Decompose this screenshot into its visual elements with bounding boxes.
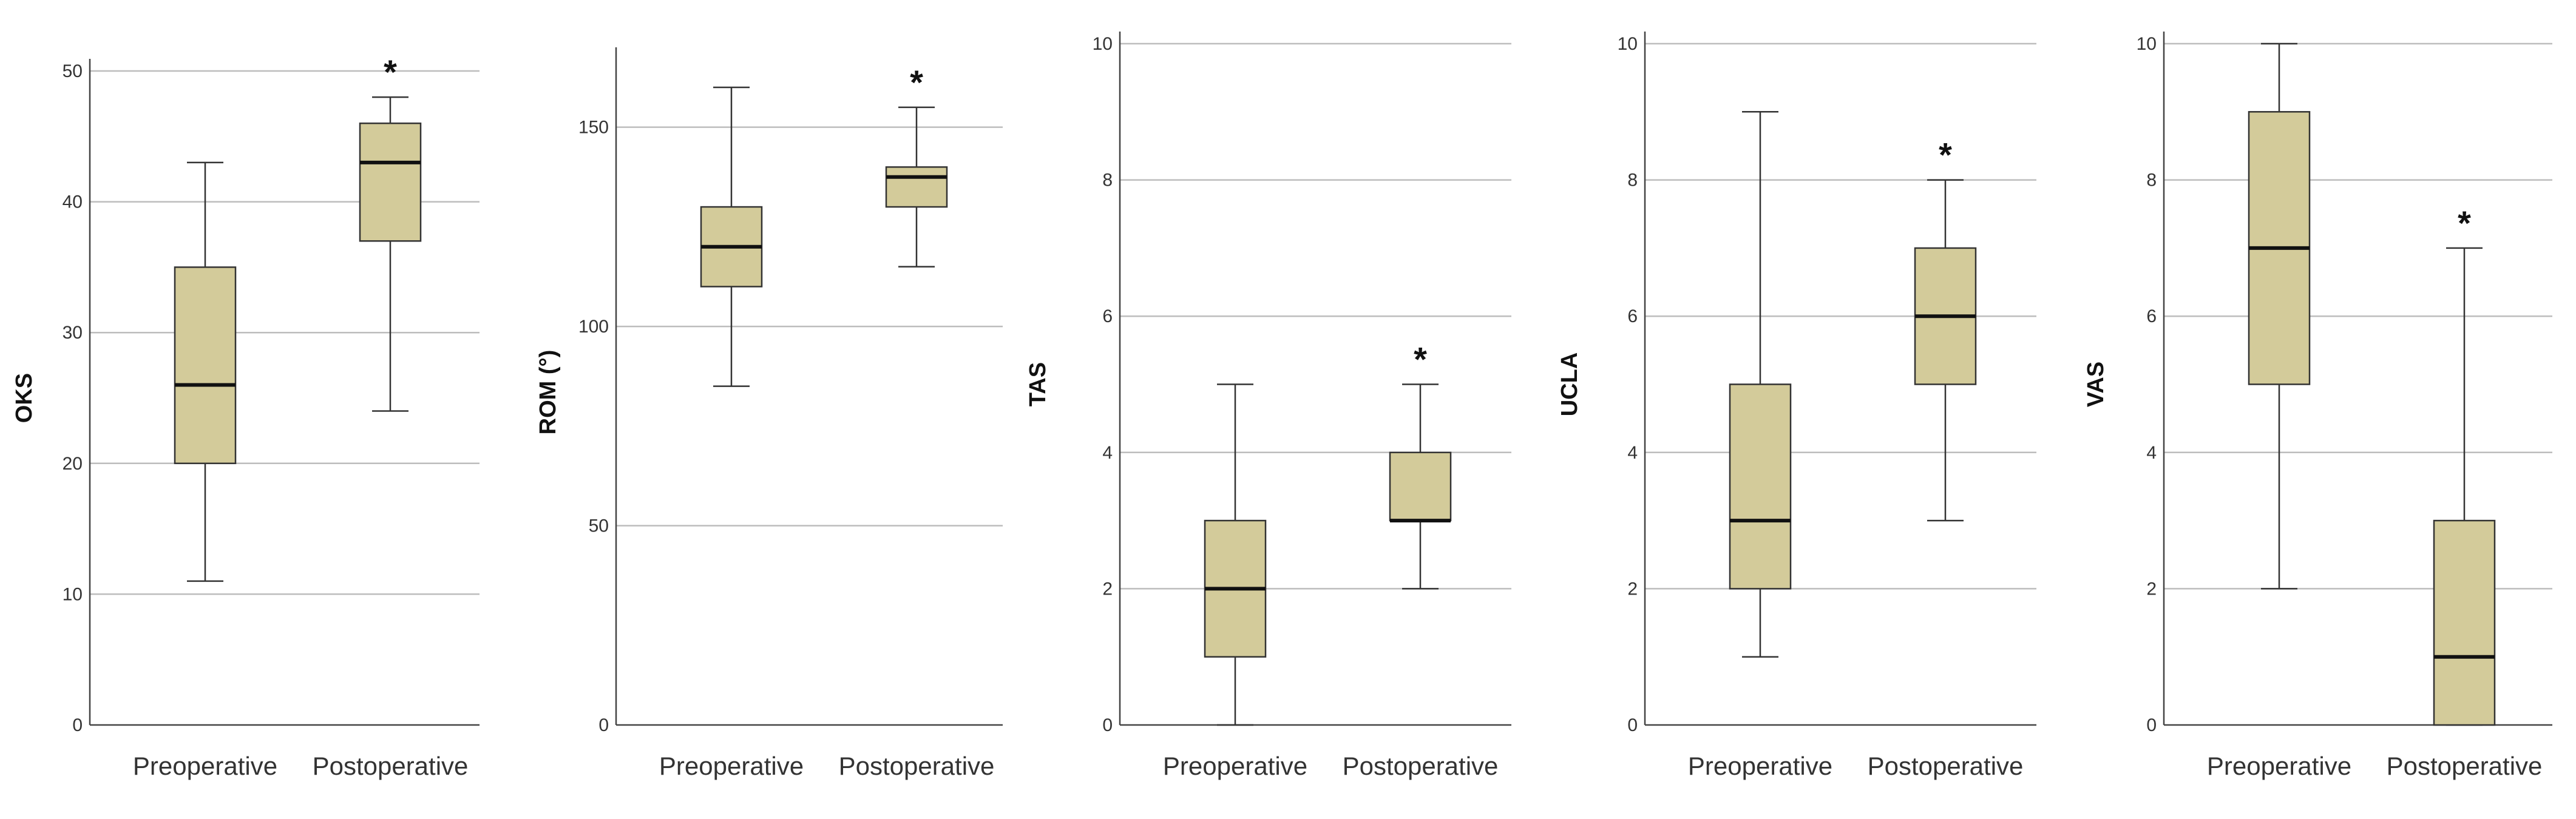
y-tick-label: 2 xyxy=(1627,579,1638,599)
y-axis-label: OKS xyxy=(12,373,37,423)
significance-marker: * xyxy=(384,53,397,91)
iqr-box xyxy=(1729,383,1792,590)
y-tick-label: 10 xyxy=(63,584,83,604)
significance-marker: * xyxy=(1939,136,1952,174)
y-tick-label: 2 xyxy=(2146,579,2157,599)
chart-panel-3: 0 2 4 6 8 10 TAS Preoperative * Postoperative xyxy=(1025,32,1511,780)
y-tick-label: 0 xyxy=(1627,715,1638,735)
y-tick-label: 0 xyxy=(598,715,609,735)
y-tick-label: 4 xyxy=(2146,443,2157,463)
y-tick-label: 0 xyxy=(1102,715,1113,735)
x-category-label: Postoperative xyxy=(1868,752,2024,780)
x-category-label: Preoperative xyxy=(1163,752,1307,780)
x-category-label: Postoperative xyxy=(313,752,469,780)
y-tick-label: 40 xyxy=(63,192,83,212)
x-category-label: Preoperative xyxy=(659,752,804,780)
y-tick-label: 4 xyxy=(1102,443,1113,463)
iqr-box xyxy=(885,166,948,208)
y-axis-label: UCLA xyxy=(1557,352,1582,417)
y-tick-label: 150 xyxy=(578,118,609,138)
y-tick-label: 6 xyxy=(2146,306,2157,326)
y-tick-label: 100 xyxy=(578,317,609,337)
y-tick-label: 8 xyxy=(1102,170,1113,190)
significance-marker: * xyxy=(1414,340,1427,379)
y-tick-label: 0 xyxy=(72,715,83,735)
x-category-label: Preoperative xyxy=(133,752,277,780)
iqr-box xyxy=(2433,519,2496,726)
y-axis-label: ROM (°) xyxy=(535,350,561,435)
y-axis-label: VAS xyxy=(2083,362,2109,407)
y-axis-label: TAS xyxy=(1025,362,1051,406)
y-tick-label: 6 xyxy=(1627,306,1638,326)
x-category-label: Preoperative xyxy=(2207,752,2351,780)
y-tick-label: 4 xyxy=(1627,443,1638,463)
y-tick-label: 8 xyxy=(2146,170,2157,190)
iqr-box xyxy=(174,266,237,465)
y-tick-label: 8 xyxy=(1627,170,1638,190)
x-category-label: Postoperative xyxy=(2387,752,2543,780)
chart-panel-5: 0 2 4 6 8 10 VAS Preoperative * Postoperative xyxy=(2083,32,2552,780)
y-tick-label: 20 xyxy=(63,454,83,474)
x-category-label: Postoperative xyxy=(839,752,995,780)
y-tick-label: 6 xyxy=(1102,306,1113,326)
y-tick-label: 10 xyxy=(1093,34,1113,54)
y-tick-label: 10 xyxy=(1618,34,1638,54)
y-tick-label: 0 xyxy=(2146,715,2157,735)
x-category-label: Postoperative xyxy=(1343,752,1499,780)
chart-panel-2: 0 50 100 150 ROM (°) Preoperative * Postoperati… xyxy=(535,47,1003,780)
y-tick-label: 2 xyxy=(1102,579,1113,599)
iqr-box xyxy=(359,122,422,242)
x-category-label: Preoperative xyxy=(1688,752,1832,780)
iqr-box xyxy=(1389,451,1452,522)
y-tick-label: 50 xyxy=(589,516,609,536)
y-tick-label: 30 xyxy=(63,323,83,343)
chart-panel-1: 0 10 20 30 40 50 OKS Preoperative * Postoperative xyxy=(12,53,480,780)
y-tick-label: 50 xyxy=(63,61,83,81)
significance-marker: * xyxy=(910,63,923,101)
chart-panel-4: 0 2 4 6 8 10 UCLA Preoperative * Postoperative xyxy=(1557,32,2036,780)
y-tick-label: 10 xyxy=(2137,34,2157,54)
significance-marker: * xyxy=(2458,204,2471,242)
